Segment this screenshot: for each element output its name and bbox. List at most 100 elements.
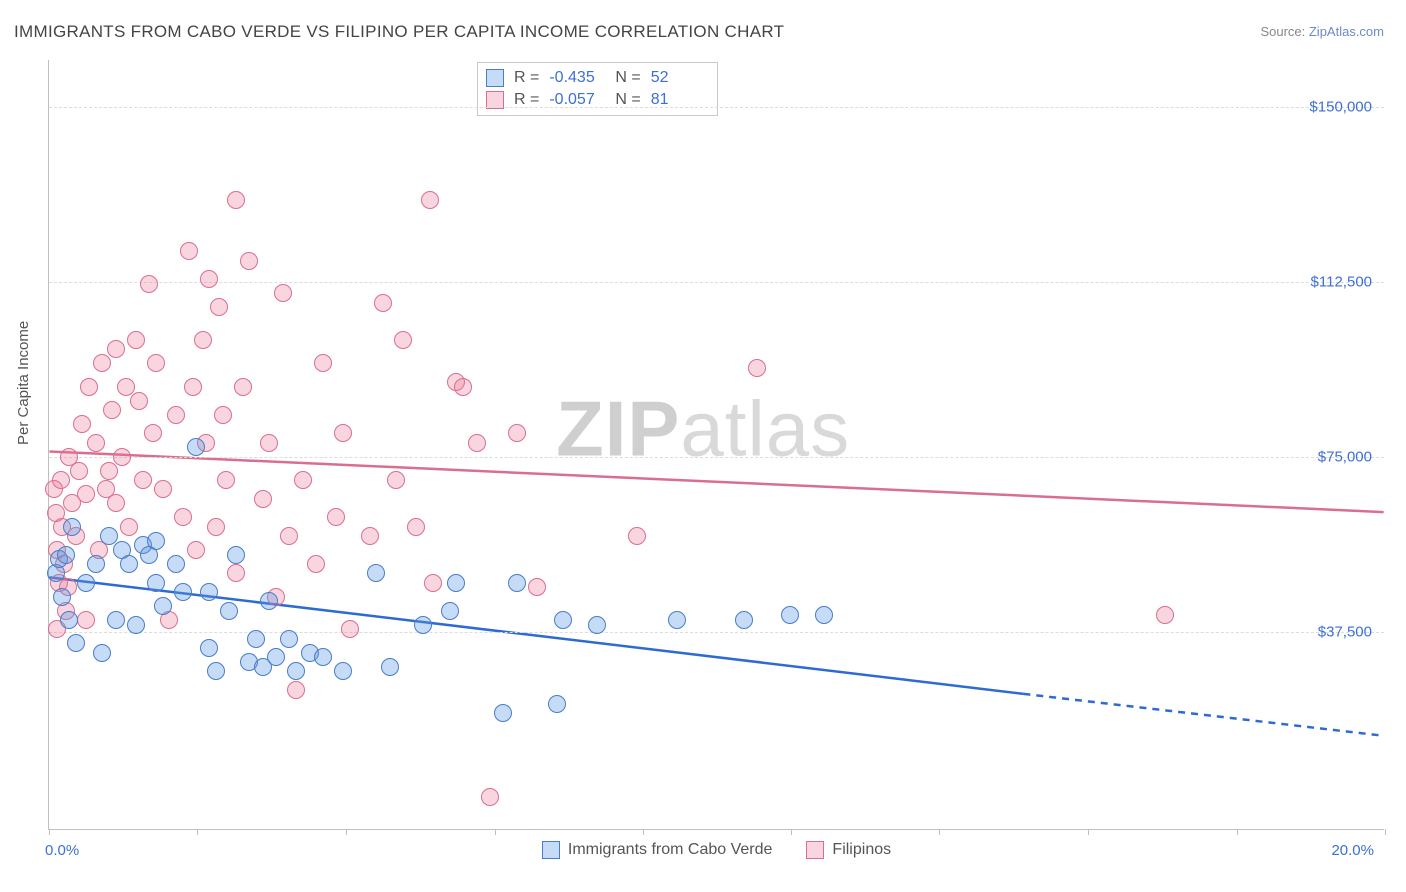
scatter-point-pink bbox=[374, 294, 392, 312]
scatter-point-blue bbox=[441, 602, 459, 620]
scatter-point-pink bbox=[327, 508, 345, 526]
watermark-atlas: atlas bbox=[680, 385, 850, 473]
legend-label-blue: Immigrants from Cabo Verde bbox=[568, 841, 773, 859]
scatter-point-blue bbox=[447, 574, 465, 592]
scatter-point-blue bbox=[77, 574, 95, 592]
scatter-point-pink bbox=[394, 331, 412, 349]
swatch-blue bbox=[486, 69, 504, 87]
bottom-legend: Immigrants from Cabo Verde Filipinos bbox=[49, 841, 1384, 859]
scatter-point-pink bbox=[134, 471, 152, 489]
scatter-point-pink bbox=[1156, 606, 1174, 624]
scatter-point-pink bbox=[240, 252, 258, 270]
gridline bbox=[49, 107, 1384, 108]
scatter-point-blue bbox=[147, 532, 165, 550]
x-tick bbox=[1237, 829, 1238, 835]
scatter-point-pink bbox=[127, 331, 145, 349]
scatter-point-pink bbox=[77, 485, 95, 503]
watermark-zip: ZIP bbox=[556, 385, 680, 473]
gridline bbox=[49, 457, 1384, 458]
scatter-point-pink bbox=[194, 331, 212, 349]
legend-swatch-pink bbox=[806, 841, 824, 859]
scatter-point-pink bbox=[748, 359, 766, 377]
y-tick-label: $75,000 bbox=[1318, 448, 1372, 465]
watermark: ZIPatlas bbox=[556, 384, 850, 475]
scatter-point-pink bbox=[167, 406, 185, 424]
scatter-point-pink bbox=[528, 578, 546, 596]
scatter-point-pink bbox=[254, 490, 272, 508]
x-tick bbox=[495, 829, 496, 835]
scatter-point-pink bbox=[274, 284, 292, 302]
stats-row-blue: R = -0.435 N = 52 bbox=[486, 67, 707, 89]
scatter-point-pink bbox=[103, 401, 121, 419]
scatter-point-blue bbox=[87, 555, 105, 573]
scatter-point-pink bbox=[187, 541, 205, 559]
scatter-point-pink bbox=[200, 270, 218, 288]
scatter-point-blue bbox=[207, 662, 225, 680]
y-tick-label: $112,500 bbox=[1311, 273, 1372, 290]
scatter-point-blue bbox=[187, 438, 205, 456]
scatter-point-blue bbox=[781, 606, 799, 624]
scatter-point-pink bbox=[421, 191, 439, 209]
scatter-point-blue bbox=[260, 592, 278, 610]
scatter-point-pink bbox=[341, 620, 359, 638]
scatter-point-blue bbox=[147, 574, 165, 592]
scatter-point-pink bbox=[207, 518, 225, 536]
x-tick bbox=[1385, 829, 1386, 835]
stat-n-blue: 52 bbox=[651, 67, 707, 89]
chart-title: IMMIGRANTS FROM CABO VERDE VS FILIPINO P… bbox=[14, 22, 784, 42]
stat-r-pink: -0.057 bbox=[549, 89, 605, 111]
stats-row-pink: R = -0.057 N = 81 bbox=[486, 89, 707, 111]
scatter-point-blue bbox=[414, 616, 432, 634]
legend-label-pink: Filipinos bbox=[832, 841, 891, 859]
scatter-point-blue bbox=[60, 611, 78, 629]
scatter-point-blue bbox=[554, 611, 572, 629]
scatter-point-pink bbox=[73, 415, 91, 433]
x-tick bbox=[791, 829, 792, 835]
scatter-point-pink bbox=[120, 518, 138, 536]
trend-lines-svg bbox=[49, 60, 1384, 829]
x-tick bbox=[49, 829, 50, 835]
stat-r-blue: -0.435 bbox=[549, 67, 605, 89]
source-link[interactable]: ZipAtlas.com bbox=[1309, 24, 1384, 39]
scatter-point-blue bbox=[53, 588, 71, 606]
scatter-point-pink bbox=[227, 564, 245, 582]
scatter-point-pink bbox=[214, 406, 232, 424]
scatter-point-pink bbox=[107, 494, 125, 512]
scatter-point-pink bbox=[294, 471, 312, 489]
scatter-point-pink bbox=[210, 298, 228, 316]
scatter-point-blue bbox=[120, 555, 138, 573]
scatter-point-pink bbox=[180, 242, 198, 260]
scatter-point-pink bbox=[508, 424, 526, 442]
scatter-point-blue bbox=[381, 658, 399, 676]
scatter-point-blue bbox=[200, 583, 218, 601]
scatter-point-pink bbox=[140, 275, 158, 293]
scatter-point-pink bbox=[407, 518, 425, 536]
scatter-point-pink bbox=[147, 354, 165, 372]
scatter-point-pink bbox=[387, 471, 405, 489]
scatter-point-pink bbox=[154, 480, 172, 498]
scatter-point-blue bbox=[588, 616, 606, 634]
scatter-point-blue bbox=[668, 611, 686, 629]
x-tick bbox=[643, 829, 644, 835]
scatter-point-blue bbox=[314, 648, 332, 666]
scatter-point-blue bbox=[167, 555, 185, 573]
stats-legend-box: R = -0.435 N = 52 R = -0.057 N = 81 bbox=[477, 62, 718, 116]
scatter-point-pink bbox=[144, 424, 162, 442]
scatter-point-pink bbox=[87, 434, 105, 452]
scatter-point-pink bbox=[80, 378, 98, 396]
scatter-point-blue bbox=[367, 564, 385, 582]
scatter-point-pink bbox=[100, 462, 118, 480]
scatter-point-blue bbox=[548, 695, 566, 713]
plot-area: ZIPatlas R = -0.435 N = 52 R = -0.057 N … bbox=[48, 60, 1384, 830]
scatter-point-pink bbox=[234, 378, 252, 396]
stat-n-pink: 81 bbox=[651, 89, 707, 111]
scatter-point-pink bbox=[52, 471, 70, 489]
stat-n-label: N = bbox=[615, 89, 640, 111]
scatter-point-pink bbox=[628, 527, 646, 545]
scatter-point-blue bbox=[227, 546, 245, 564]
scatter-point-pink bbox=[280, 527, 298, 545]
x-tick bbox=[197, 829, 198, 835]
scatter-point-pink bbox=[307, 555, 325, 573]
x-tick bbox=[346, 829, 347, 835]
scatter-point-blue bbox=[200, 639, 218, 657]
